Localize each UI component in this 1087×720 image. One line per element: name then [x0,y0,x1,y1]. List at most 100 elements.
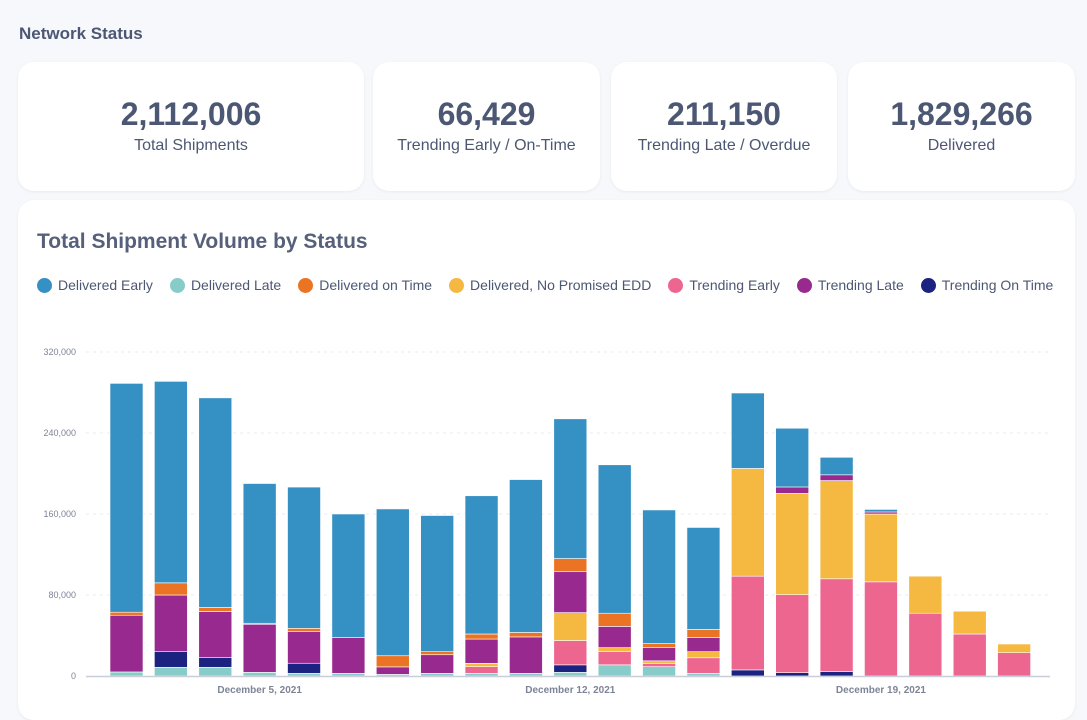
bar-segment[interactable] [109,671,144,677]
bar-segment[interactable] [731,669,765,677]
bar-segment[interactable] [775,486,810,494]
bar-segment[interactable] [642,666,676,677]
bar-segment[interactable] [154,651,188,668]
bar-segment[interactable] [642,647,676,662]
legend-item[interactable]: Trending Early [668,277,780,293]
bar-segment[interactable] [331,513,366,638]
kpi-card-total-shipments[interactable]: 2,112,006 Total Shipments [18,62,364,191]
bar-segment[interactable] [819,671,854,677]
bar-segment[interactable] [952,633,987,677]
bar-segment[interactable] [375,508,410,657]
bar-segment[interactable] [686,527,721,630]
legend-item[interactable]: Trending Late [796,277,904,293]
bar-segment[interactable] [509,479,543,633]
legend-item[interactable]: Trending On Time [920,277,1053,293]
bar-segment[interactable] [464,663,499,667]
bar-segment[interactable] [509,673,543,677]
bar-segment[interactable] [819,578,854,672]
bar-segment[interactable] [553,418,588,559]
bar-segment[interactable] [109,614,144,673]
bar-segment[interactable] [509,632,543,638]
bar-segment[interactable] [686,657,721,674]
bar-segment[interactable] [509,636,543,674]
legend-item[interactable]: Delivered Early [37,277,153,293]
bar-segment[interactable] [642,509,676,644]
kpi-card-trending-early[interactable]: 66,429 Trending Early / On-Time [373,62,600,191]
chart-title[interactable]: Total Shipment Volume by Status [37,230,368,253]
bar-segment[interactable] [642,663,676,667]
bar-segment[interactable] [864,511,898,515]
bar-segment[interactable] [375,655,410,668]
bar-segment[interactable] [198,657,233,668]
bar-segment[interactable] [553,672,588,677]
bar-segment[interactable] [154,381,188,584]
legend-item[interactable]: Delivered Late [169,277,281,293]
bar-segment[interactable] [464,495,499,635]
bar-segment[interactable] [553,640,588,666]
bar-segment[interactable] [198,607,233,612]
bar-segment[interactable] [287,662,321,674]
bar-segment[interactable] [819,456,854,476]
bar-segment[interactable] [154,582,188,596]
bar-segment[interactable] [731,575,765,671]
bar-segment[interactable] [109,611,144,616]
bar-segment[interactable] [686,673,721,677]
bar-segment[interactable] [242,483,277,624]
kpi-card-trending-late[interactable]: 211,150 Trending Late / Overdue [611,62,837,191]
bar-segment[interactable] [154,666,188,677]
bar-segment[interactable] [686,651,721,659]
kpi-card-delivered[interactable]: 1,829,266 Delivered [848,62,1075,191]
bar-segment[interactable] [775,493,810,595]
bar-segment[interactable] [908,575,943,614]
bar-segment[interactable] [686,629,721,638]
bar-segment[interactable] [864,509,898,513]
bar-segment[interactable] [464,633,499,640]
bar-segment[interactable] [287,486,321,629]
bar-segment[interactable] [775,427,810,488]
bar-segment[interactable] [420,673,454,677]
bar-segment[interactable] [642,660,676,664]
bar-segment[interactable] [287,628,321,632]
bar-segment[interactable] [597,612,632,627]
bar-segment[interactable] [819,480,854,580]
bar-segment[interactable] [952,610,987,635]
legend-item[interactable]: Delivered, No Promised EDD [449,277,651,293]
bar-segment[interactable] [642,643,676,648]
bar-segment[interactable] [597,651,632,666]
bar-segment[interactable] [597,664,632,677]
bar-segment[interactable] [464,638,499,664]
bar-segment[interactable] [597,647,632,653]
bar-segment[interactable] [375,666,410,675]
bar-segment[interactable] [154,594,188,653]
bar-segment[interactable] [864,581,898,677]
bar-segment[interactable] [553,571,588,613]
bar-segment[interactable] [331,637,366,674]
bar-segment[interactable] [553,612,588,641]
bar-segment[interactable] [331,673,366,677]
bar-segment[interactable] [198,611,233,658]
bar-segment[interactable] [242,672,277,677]
bar-segment[interactable] [242,623,277,673]
bar-segment[interactable] [819,474,854,481]
bar-segment[interactable] [908,612,943,677]
bar-segment[interactable] [287,673,321,677]
bar-segment[interactable] [597,626,632,648]
bar-segment[interactable] [198,397,233,608]
bar-segment[interactable] [109,383,144,613]
bar-segment[interactable] [864,513,898,583]
bar-segment[interactable] [420,651,454,656]
bar-segment[interactable] [997,643,1031,654]
bar-segment[interactable] [464,666,499,674]
bar-segment[interactable] [731,468,765,577]
bar-segment[interactable] [997,652,1031,677]
bar-segment[interactable] [775,594,810,673]
bar-segment[interactable] [553,664,588,673]
bar-segment[interactable] [553,558,588,573]
bar-segment[interactable] [731,392,765,469]
bar-segment[interactable] [597,464,632,614]
bar-segment[interactable] [464,673,499,677]
bar-segment[interactable] [287,631,321,664]
bar-segment[interactable] [686,637,721,653]
bar-segment[interactable] [775,672,810,677]
bar-segment[interactable] [420,654,454,674]
